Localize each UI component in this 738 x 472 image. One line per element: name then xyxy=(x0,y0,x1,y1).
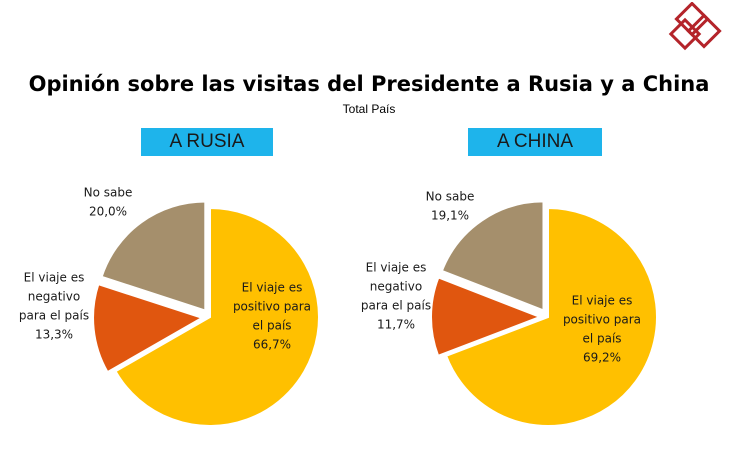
china-slice-label-no-sabe: No sabe 19,1% xyxy=(426,190,475,223)
china-slice-label-negative: El viaje es negativo para el país 11,7% xyxy=(361,261,431,332)
china-chart-label: A CHINA xyxy=(468,128,602,156)
chart-title: Opinión sobre las visitas del Presidente… xyxy=(28,72,710,96)
russia-slice-label-negative: El viaje es negativo para el país 13,3% xyxy=(19,271,89,342)
russia-slice-no-sabe xyxy=(100,200,207,312)
china-slice-negative xyxy=(430,276,543,358)
russia-slice-label-no-sabe: No sabe 20,0% xyxy=(84,186,133,219)
china-slice-label-positive: El viaje es positivo para el país 69,2% xyxy=(563,294,641,365)
russia-slice-negative xyxy=(92,282,205,374)
company-logo-icon xyxy=(668,2,722,51)
china-slice-positive xyxy=(444,206,658,427)
china-slice-no-sabe xyxy=(440,200,545,312)
russia-slice-label-positive: El viaje es positivo para el país 66,7% xyxy=(233,281,311,352)
russia-chart-label: A RUSIA xyxy=(141,128,273,156)
russia-slice-positive xyxy=(114,206,320,427)
chart-subtitle: Total País xyxy=(342,102,396,116)
